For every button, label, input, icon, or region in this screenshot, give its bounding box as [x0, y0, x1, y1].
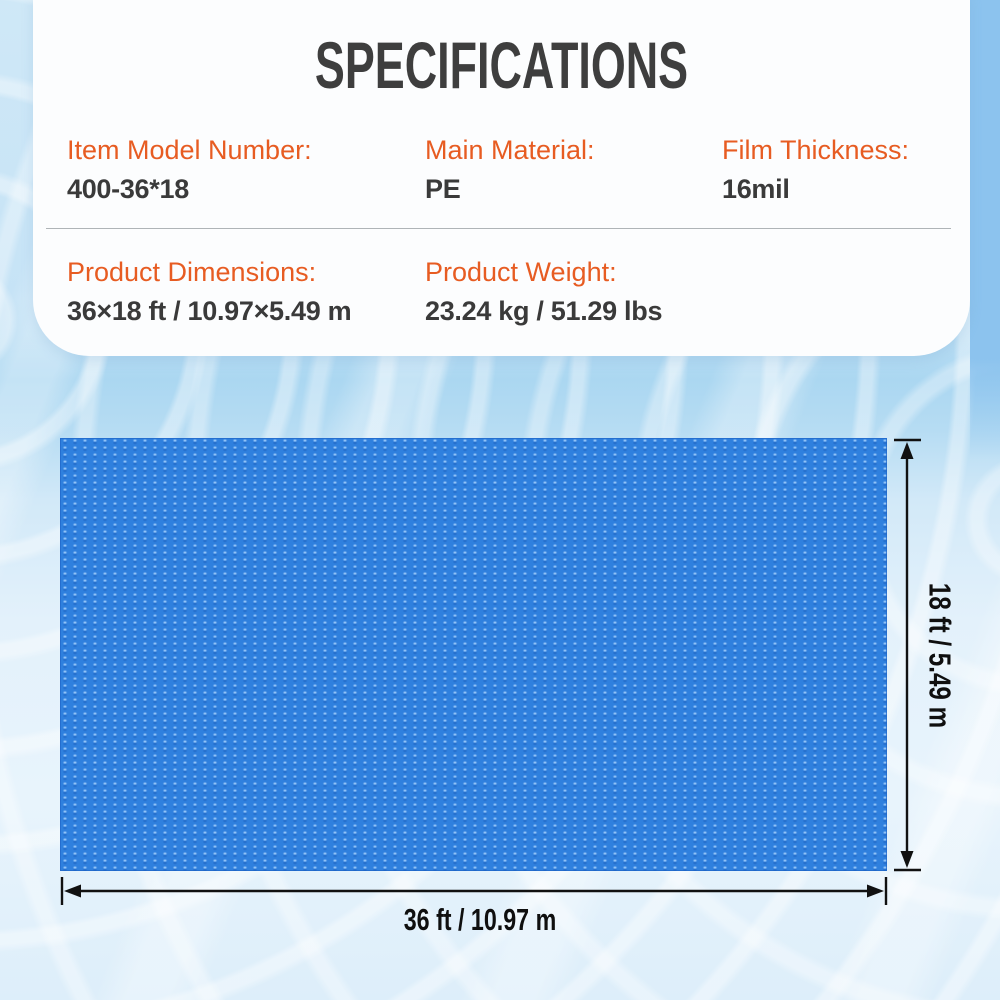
- spec-label: Main Material:: [425, 135, 595, 165]
- water-right-band: [970, 0, 1000, 460]
- spec-card: SPECIFICATIONS Item Model Number: 400-36…: [33, 0, 970, 356]
- spec-item-model-number: Item Model Number: 400-36*18: [67, 135, 312, 205]
- spec-label: Film Thickness:: [722, 135, 910, 165]
- page-title: SPECIFICATIONS: [314, 28, 689, 102]
- width-dimension-label: 36 ft / 10.97 m: [403, 902, 557, 937]
- spec-product-weight: Product Weight: 23.24 kg / 51.29 lbs: [425, 257, 662, 327]
- spec-product-dimensions: Product Dimensions: 36×18 ft / 10.97×5.4…: [67, 257, 352, 327]
- spec-value: PE: [425, 174, 461, 205]
- spec-value: 36×18 ft / 10.97×5.49 m: [67, 296, 352, 327]
- spec-label: Product Dimensions:: [67, 257, 317, 287]
- spec-value: 23.24 kg / 51.29 lbs: [425, 296, 663, 327]
- spec-label: Product Weight:: [425, 257, 617, 287]
- spec-value: 16mil: [722, 174, 790, 205]
- card-divider: [46, 228, 951, 229]
- height-dimension-label: 18 ft / 5.49 m: [922, 582, 958, 729]
- spec-main-material: Main Material: PE: [425, 135, 595, 205]
- spec-label: Item Model Number:: [67, 135, 312, 165]
- spec-film-thickness: Film Thickness: 16mil: [722, 135, 909, 205]
- pool-cover-graphic: [60, 438, 887, 871]
- spec-value: 400-36*18: [67, 174, 189, 205]
